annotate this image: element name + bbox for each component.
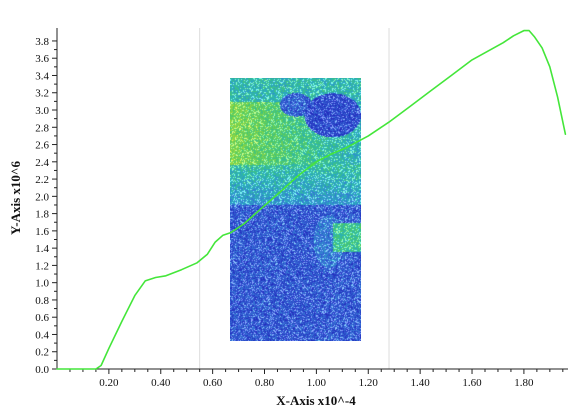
x-tick-label: 0.20	[99, 377, 119, 389]
y-tick-label: 3.2	[35, 88, 49, 100]
x-tick-label: 1.80	[514, 377, 534, 389]
x-tick-label: 0.60	[203, 377, 223, 389]
x-tick-label: 0.40	[151, 377, 171, 389]
x-tick-label: 1.00	[307, 377, 327, 389]
y-tick-label: 2.0	[35, 191, 49, 203]
axes	[56, 28, 568, 370]
heatmap-image	[230, 78, 361, 341]
y-tick-label: 0.2	[35, 347, 49, 359]
x-tick-label: 1.40	[411, 377, 431, 389]
y-tick-label: 3.8	[35, 36, 49, 48]
y-tick-label: 2.8	[35, 122, 49, 134]
tick-labels: 0.0 0.2 0.4 0.6 0.8 1.0 1.2 1.4 1.6 1.8 2.0 2.2 2.4 2…	[35, 36, 534, 389]
x-axis-title: X-Axis x10^-4	[276, 393, 356, 408]
x-tick-label: 1.60	[462, 377, 482, 389]
y-tick-label: 2.2	[35, 174, 49, 186]
y-tick-label: 0.4	[35, 329, 49, 341]
y-tick-label: 1.4	[35, 243, 49, 255]
y-tick-label: 1.0	[35, 278, 49, 290]
y-tick-label: 0.6	[35, 312, 49, 324]
series-line	[56, 29, 567, 370]
y-tick-label: 0.8	[35, 295, 49, 307]
gridlines	[199, 28, 390, 369]
x-tick-label: 1.20	[359, 377, 379, 389]
y-tick-label: 1.2	[35, 260, 49, 272]
x-tick-label: 0.80	[255, 377, 275, 389]
y-tick-label: 3.0	[35, 105, 49, 117]
y-tick-label: 1.6	[35, 226, 49, 238]
y-tick-label: 0.0	[35, 364, 49, 376]
y-tick-label: 1.8	[35, 209, 49, 221]
y-tick-label: 3.6	[35, 53, 49, 65]
y-tick-label: 3.4	[35, 70, 49, 82]
y-tick-label: 2.6	[35, 140, 49, 152]
y-axis-title: Y-Axis x10^6	[8, 161, 23, 235]
ticks	[52, 40, 564, 374]
y-tick-label: 2.4	[35, 157, 49, 169]
